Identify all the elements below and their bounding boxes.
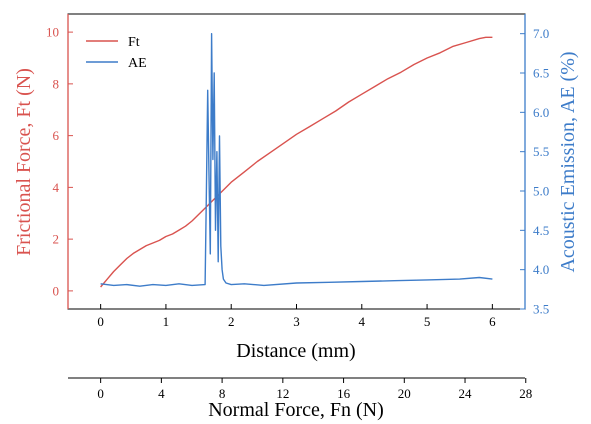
x-tick-label: 0	[97, 314, 104, 329]
x-tick-label: 5	[424, 314, 431, 329]
x-tick-label: 4	[359, 314, 366, 329]
secondary-x-axis-label: Normal Force, Fn (N)	[208, 399, 384, 421]
left-y-tick-label: 4	[53, 180, 60, 195]
legend-ae-label: AE	[128, 56, 147, 71]
legend-ft-label: Ft	[128, 35, 140, 50]
x2-tick-label: 24	[459, 386, 473, 401]
right-y-tick-label: 5.0	[533, 184, 549, 199]
left-y-tick-label: 8	[53, 76, 60, 91]
x-axis-label: Distance (mm)	[236, 340, 355, 362]
left-y-tick-label: 2	[53, 232, 60, 247]
right-y-tick-label: 6.5	[533, 66, 549, 81]
legend: Ft AE	[86, 35, 147, 71]
secondary-x-axis-ticks: 0 4 8 12 16 20 24 28	[97, 378, 532, 401]
right-y-tick-label: 6.0	[533, 105, 549, 120]
series-line-ft	[100, 36, 493, 288]
left-y-tick-label: 6	[53, 128, 60, 143]
x2-tick-label: 12	[276, 386, 289, 401]
left-y-tick-label: 0	[53, 283, 60, 298]
right-y-tick-label: 3.5	[533, 302, 549, 317]
x-tick-label: 1	[163, 314, 170, 329]
x-axis-ticks: 0 1 2 3 4 5 6	[97, 304, 496, 329]
x2-tick-label: 8	[219, 386, 226, 401]
left-y-axis-ticks: 0 2 4 6 8 10	[46, 25, 73, 298]
right-y-tick-label: 5.5	[533, 144, 549, 159]
left-y-axis-label: Frictional Force, Ft (N)	[13, 68, 35, 256]
x2-tick-label: 16	[337, 386, 351, 401]
right-y-tick-label: 4.0	[533, 262, 549, 277]
x-tick-label: 6	[489, 314, 496, 329]
x-tick-label: 3	[293, 314, 300, 329]
x-tick-label: 2	[228, 314, 235, 329]
right-y-axis-ticks: 3.5 4.0 4.5 5.0 5.5 6.0 6.5 7.0	[520, 26, 549, 317]
x2-tick-label: 28	[519, 386, 532, 401]
series-line-ae	[100, 33, 493, 287]
left-y-tick-label: 10	[46, 25, 59, 40]
x2-tick-label: 0	[97, 386, 104, 401]
series-layer	[100, 33, 493, 288]
right-y-axis-label: Acoustic Emission, AE (%)	[557, 51, 579, 272]
x2-tick-label: 4	[158, 386, 165, 401]
x2-tick-label: 20	[398, 386, 411, 401]
right-y-tick-label: 7.0	[533, 26, 549, 41]
right-y-tick-label: 4.5	[533, 223, 549, 238]
